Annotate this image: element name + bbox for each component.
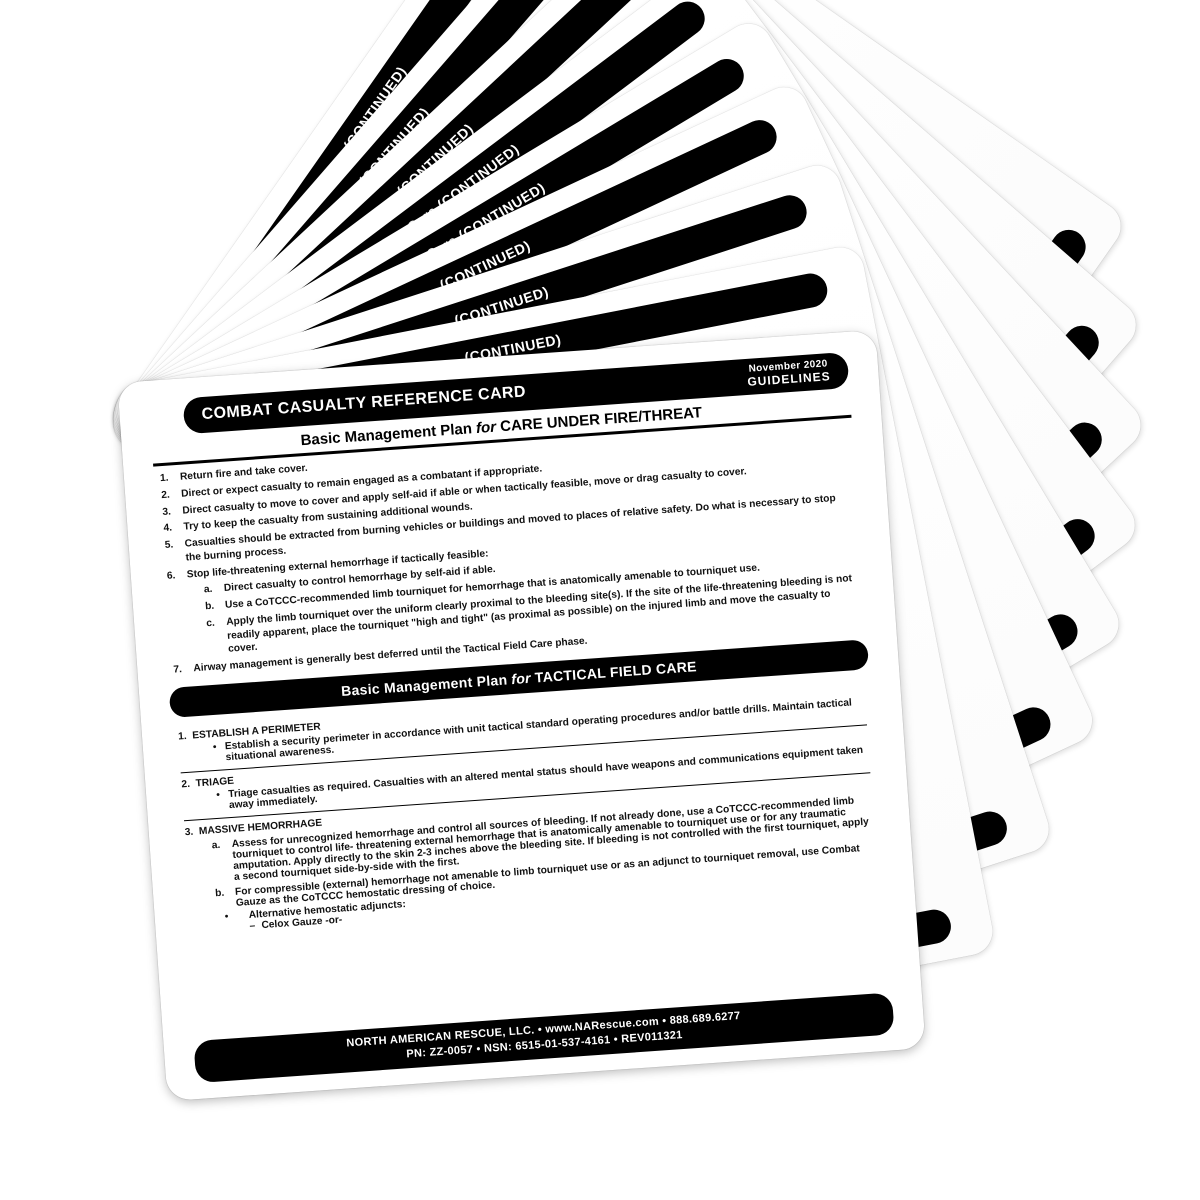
section2-body: 1. ESTABLISH A PERIMETER Establish a sec… [141,675,914,944]
s1-em: for [476,419,497,437]
b3-num: 3. [184,827,193,839]
front-card: COMBAT CASUALTY REFERENCE CARD November … [117,330,925,1101]
b2-num: 2. [181,779,190,791]
s2-pre: Basic Management Plan [341,671,508,699]
stage: Care (CONTINUED) 5277 (CONTINUED) 5277 C… [0,0,1200,1200]
footer-bar: NORTH AMERICAN RESCUE, LLC. • www.NAResc… [193,992,894,1083]
b1-num: 1. [178,731,187,743]
header-title: COMBAT CASUALTY REFERENCE CARD [201,383,526,424]
header-right: November 2020 GUIDELINES [746,359,831,389]
s2-em: for [511,670,532,687]
s2-post: TACTICAL FIELD CARE [534,658,697,685]
b2-title: TRIAGE [195,776,234,790]
s1-pre: Basic Management Plan [300,420,473,449]
